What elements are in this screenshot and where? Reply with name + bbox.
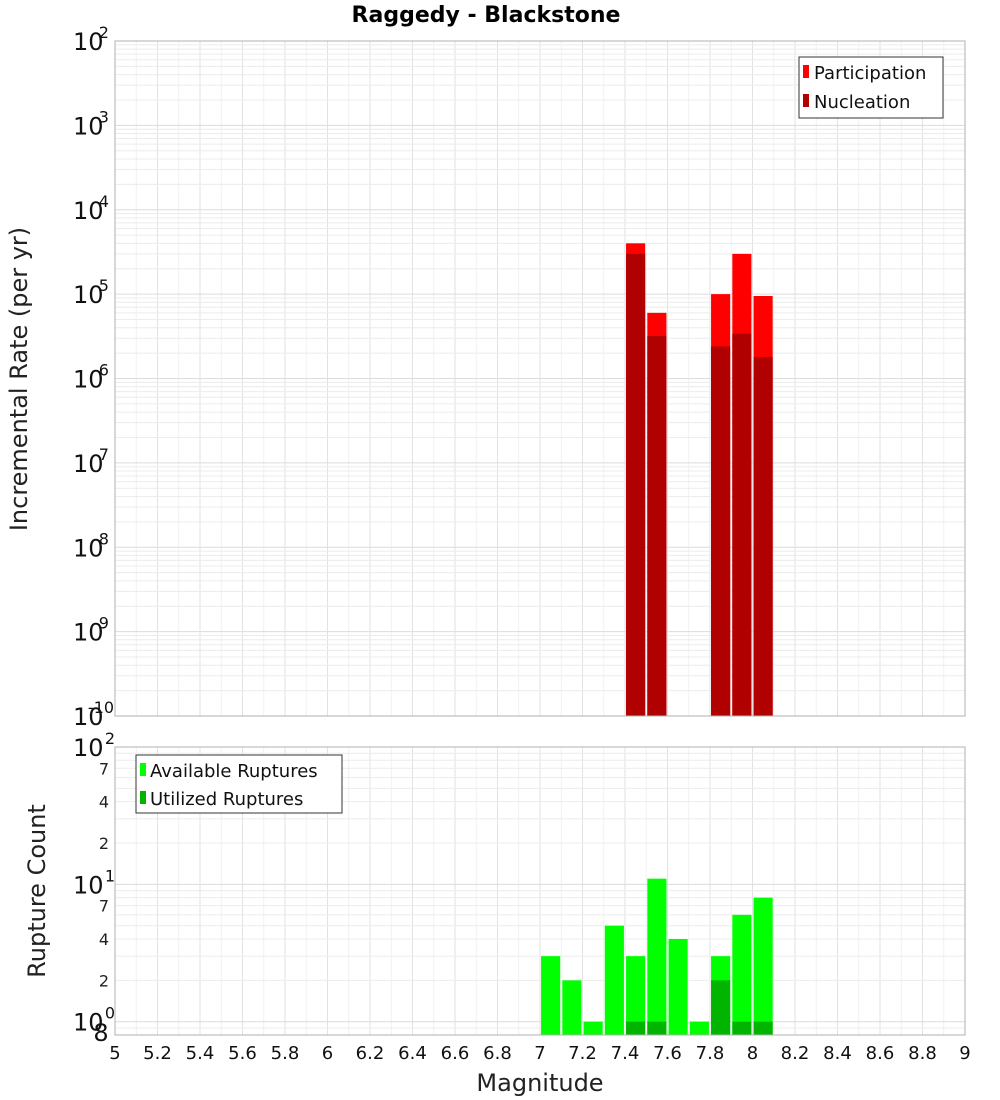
- utilized-ruptures-bar: [647, 1021, 667, 1035]
- x-tick-label: 6.2: [356, 1043, 385, 1064]
- utilized-ruptures-bar: [753, 1021, 773, 1035]
- legend-swatch-available: [140, 763, 146, 776]
- x-tick-label: 7.6: [653, 1043, 682, 1064]
- utilized-ruptures-bar: [711, 980, 731, 1035]
- available-ruptures-bar: [626, 956, 646, 1035]
- available-ruptures-bar: [604, 925, 624, 1035]
- y-tick-exponent: -3: [93, 107, 109, 126]
- x-tick-label: 5: [109, 1043, 120, 1064]
- bottom-legend-box: [135, 754, 343, 814]
- nucleation-bar: [647, 335, 667, 716]
- x-tick-label: 9: [959, 1043, 970, 1064]
- y-minor-tick-label: 2: [99, 971, 109, 990]
- y-minor-tick-label: 7: [99, 897, 109, 916]
- nucleation-bar: [732, 333, 752, 716]
- x-tick-label: 5.2: [143, 1043, 172, 1064]
- y-tick-exponent: -4: [93, 192, 109, 211]
- bottom-x-ticks: 5 5.2 5.4 5.6 5.8 6 6.2 6.4 6.6 6.8 7 7.2 7.4 7.6 7.8 8…: [109, 1043, 970, 1064]
- x-tick-label: 7.8: [696, 1043, 725, 1064]
- y-tick-exponent: -2: [93, 23, 109, 42]
- legend-label-participation: Participation: [814, 63, 926, 84]
- x-tick-label: 7.4: [611, 1043, 640, 1064]
- legend-label-utilized: Utilized Ruptures: [150, 789, 303, 810]
- bottom-plot-frame: [114, 746, 966, 1036]
- y-tick-exponent: -5: [93, 276, 109, 295]
- y-tick-label: 10: [73, 366, 104, 394]
- available-ruptures-bar: [753, 897, 773, 1035]
- y-minor-tick-label: 4: [99, 930, 109, 949]
- y-tick-exponent: 0: [105, 1004, 115, 1023]
- x-tick-label: 5.8: [271, 1043, 300, 1064]
- x-tick-label: 6.4: [398, 1043, 427, 1064]
- y-minor-tick-label: 4: [99, 793, 109, 812]
- legend-swatch-nucleation: [803, 94, 809, 107]
- top-y-axis-label: Incremental Rate (per yr): [5, 227, 33, 531]
- top-plot-frame: [114, 40, 966, 717]
- available-ruptures-bar: [668, 939, 688, 1035]
- y-tick-label: 10: [73, 703, 104, 731]
- y-tick-exponent: -8: [93, 529, 109, 548]
- bottom-bars: [541, 878, 773, 1035]
- x-tick-label: 5.6: [228, 1043, 257, 1064]
- x-tick-label: 7: [534, 1043, 545, 1064]
- nucleation-bar: [753, 356, 773, 716]
- y-tick-label: 10: [73, 619, 104, 647]
- y-tick-exponent: -9: [93, 614, 109, 633]
- available-ruptures-bar: [647, 878, 667, 1035]
- y-tick-exponent: 1: [105, 866, 115, 885]
- available-ruptures-bar: [562, 980, 582, 1035]
- y-minor-tick-label: 2: [99, 834, 109, 853]
- y-tick-label: 10: [73, 734, 104, 762]
- top-gridlines: [114, 41, 966, 717]
- x-tick-label: 6.8: [483, 1043, 512, 1064]
- available-ruptures-bar: [689, 1021, 709, 1035]
- legend-label-available: Available Ruptures: [150, 761, 318, 782]
- y-tick-exponent: -7: [93, 445, 109, 464]
- nucleation-bar: [626, 253, 646, 716]
- utilized-ruptures-bar: [626, 1021, 646, 1035]
- x-tick-label: 8: [747, 1043, 758, 1064]
- y-tick-exponent: 2: [105, 729, 115, 748]
- y-tick-label: 10: [73, 281, 104, 309]
- y-minor-tick-label: 8: [93, 1019, 108, 1047]
- y-tick-label: 10: [73, 112, 104, 140]
- available-ruptures-bar: [583, 1021, 603, 1035]
- available-ruptures-bar: [541, 956, 561, 1035]
- x-tick-label: 8.4: [823, 1043, 852, 1064]
- x-tick-label: 6.6: [441, 1043, 470, 1064]
- y-tick-label: 10: [73, 534, 104, 562]
- x-tick-label: 8.6: [866, 1043, 895, 1064]
- bottom-y-axis-label: Rupture Count: [23, 804, 51, 978]
- y-minor-tick-label: 7: [99, 759, 109, 778]
- y-tick-label: 10: [73, 1009, 104, 1037]
- x-tick-label: 6: [322, 1043, 333, 1064]
- utilized-ruptures-bar: [732, 1021, 752, 1035]
- x-axis-label: Magnitude: [476, 1069, 603, 1097]
- x-tick-label: 5.4: [186, 1043, 215, 1064]
- top-legend: Participation Nucleation: [798, 56, 944, 119]
- chart-title: Raggedy - Blackstone: [352, 3, 621, 28]
- legend-swatch-utilized: [140, 791, 146, 804]
- x-tick-label: 8.8: [908, 1043, 937, 1064]
- x-tick-label: 8.2: [781, 1043, 810, 1064]
- legend-swatch-participation: [803, 65, 809, 78]
- y-tick-label: 10: [73, 450, 104, 478]
- y-tick-label: 10: [73, 197, 104, 225]
- y-tick-label: 10: [73, 871, 104, 899]
- available-ruptures-bar: [732, 914, 752, 1035]
- bottom-legend: Available Ruptures Utilized Ruptures: [135, 754, 343, 814]
- legend-label-nucleation: Nucleation: [814, 92, 910, 113]
- y-tick-exponent: -10: [88, 698, 114, 717]
- x-tick-label: 7.2: [568, 1043, 597, 1064]
- y-tick-exponent: -6: [93, 361, 109, 380]
- top-legend-box: [798, 56, 944, 119]
- nucleation-bar: [711, 346, 731, 716]
- top-bars: [626, 243, 773, 717]
- y-tick-label: 10: [73, 28, 104, 56]
